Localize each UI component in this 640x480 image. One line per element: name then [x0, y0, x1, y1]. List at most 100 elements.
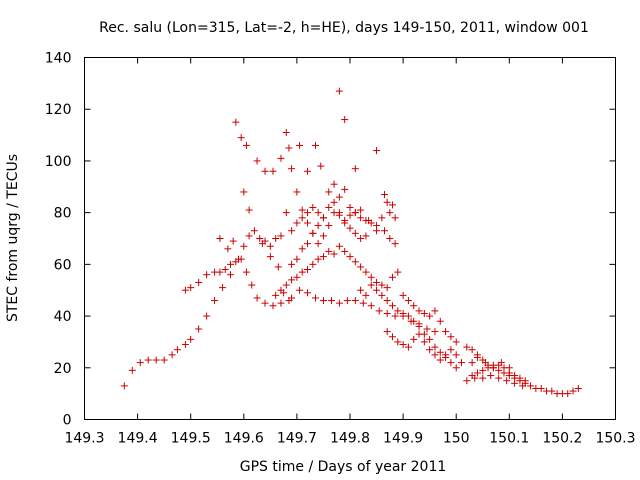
data-point	[436, 317, 444, 325]
data-point	[351, 229, 359, 237]
data-point	[181, 341, 189, 349]
data-point	[383, 328, 391, 336]
data-point	[386, 235, 394, 242]
data-point	[261, 167, 269, 175]
data-point	[357, 263, 365, 271]
data-point	[346, 211, 354, 219]
data-point	[381, 191, 389, 199]
tick-labels: 149.3 149.4 149.5 149.6 149.7 149.8 149.9 150 15…	[45, 51, 636, 447]
data-point	[277, 154, 285, 162]
data-point	[293, 273, 301, 281]
data-point	[415, 330, 423, 338]
data-point	[415, 322, 423, 330]
data-point	[314, 255, 322, 263]
data-point	[378, 281, 386, 289]
data-point	[404, 297, 412, 305]
data-point	[203, 271, 211, 279]
data-point	[330, 209, 338, 217]
data-point	[288, 294, 296, 302]
data-point	[468, 359, 476, 367]
data-point	[296, 286, 304, 294]
x-tick-label: 150.1	[489, 431, 529, 447]
data-point	[248, 281, 256, 289]
data-point	[288, 260, 296, 268]
data-point	[367, 273, 375, 281]
data-point	[216, 235, 224, 242]
data-point	[203, 312, 211, 320]
x-tick-label: 149.3	[64, 431, 104, 447]
data-point	[468, 346, 476, 354]
data-point	[351, 297, 359, 305]
data-point	[527, 382, 535, 390]
data-point	[319, 214, 327, 222]
x-tick-label: 149.6	[224, 431, 264, 447]
data-point	[378, 291, 386, 299]
data-point	[458, 359, 466, 367]
chart-title: Rec. salu (Lon=315, Lat=-2, h=HE), days …	[99, 20, 589, 36]
data-point	[423, 325, 431, 333]
data-point	[330, 250, 338, 258]
data-point	[120, 382, 128, 390]
data-point	[330, 198, 338, 206]
data-point	[168, 351, 176, 359]
data-point	[269, 302, 277, 310]
data-point	[503, 377, 511, 385]
data-point	[569, 387, 577, 395]
data-point	[335, 299, 343, 307]
data-point	[473, 351, 481, 359]
x-tick-label: 150.2	[542, 431, 582, 447]
data-point	[388, 302, 396, 310]
data-point	[266, 242, 274, 250]
data-point	[373, 278, 381, 286]
data-point	[195, 278, 203, 286]
data-point	[426, 346, 434, 354]
y-tick-label: 60	[54, 257, 72, 273]
data-point	[373, 227, 381, 235]
data-point	[229, 237, 237, 245]
data-point	[314, 209, 322, 217]
plot-frame	[84, 57, 616, 420]
data-point	[227, 260, 235, 268]
data-point	[447, 333, 455, 341]
data-point	[319, 297, 327, 305]
y-tick-label: 140	[45, 51, 72, 67]
data-point	[195, 325, 203, 333]
data-point	[237, 134, 245, 142]
data-point	[516, 377, 524, 385]
data-point	[383, 198, 391, 206]
data-point	[250, 227, 258, 235]
data-point	[187, 335, 195, 343]
data-point	[362, 232, 370, 240]
data-point	[426, 335, 434, 343]
data-point	[341, 247, 349, 255]
data-point	[219, 284, 227, 292]
data-point	[497, 359, 505, 367]
data-point	[296, 141, 304, 149]
data-point	[431, 351, 439, 359]
data-point	[311, 141, 319, 149]
y-tick-label: 80	[54, 206, 72, 222]
data-point	[447, 359, 455, 367]
x-tick-label: 149.8	[330, 431, 370, 447]
data-point	[317, 162, 325, 170]
data-point	[288, 227, 296, 235]
data-point	[187, 284, 195, 292]
data-point	[452, 351, 460, 359]
data-point	[285, 144, 293, 152]
data-point	[481, 359, 489, 367]
data-point	[351, 165, 359, 173]
data-point	[431, 343, 439, 351]
data-point	[383, 309, 391, 317]
data-point	[298, 206, 306, 214]
y-tick-label: 120	[45, 102, 72, 118]
data-point	[505, 372, 513, 380]
data-point	[479, 366, 487, 374]
data-point	[394, 268, 402, 276]
data-point	[386, 209, 394, 217]
y-tick-label: 0	[63, 413, 72, 429]
data-point	[394, 307, 402, 315]
data-point	[261, 237, 269, 245]
data-point	[367, 302, 375, 310]
data-point	[335, 193, 343, 201]
